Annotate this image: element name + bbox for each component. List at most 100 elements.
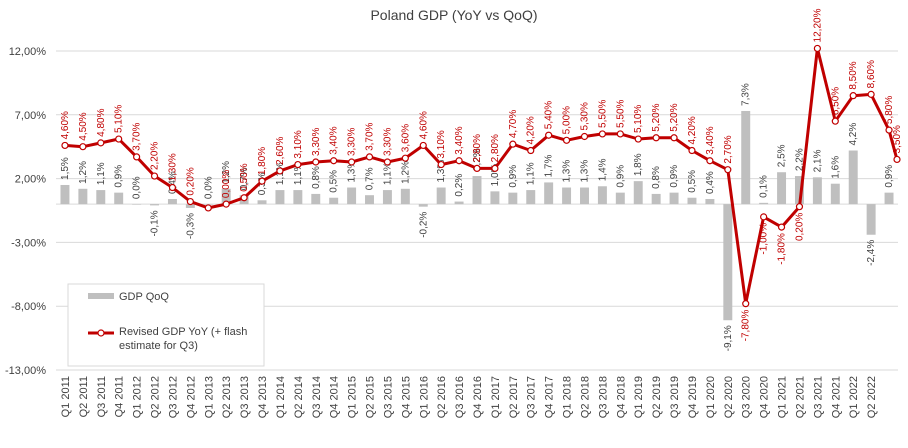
legend-label-gdp-yoy-line1: Revised GDP YoY (+ flash xyxy=(119,326,247,338)
legend-label-gdp-qoq: GDP QoQ xyxy=(119,291,169,303)
bar-data-label: 1,3% xyxy=(562,160,573,183)
line-point xyxy=(186,197,194,206)
line-data-label: 5,10% xyxy=(114,105,125,133)
bar-data-label: 1,3% xyxy=(347,160,358,183)
bar xyxy=(167,199,177,205)
bar-data-label: 2,1% xyxy=(812,149,823,172)
line-point xyxy=(419,141,427,150)
line-data-label: 4,60% xyxy=(418,111,429,139)
bar-data-label: 4,2% xyxy=(848,123,859,146)
line-data-label: 12,20% xyxy=(812,8,823,42)
bar xyxy=(615,192,625,205)
line-data-label: 5,20% xyxy=(651,103,662,131)
line-data-label: 0,20% xyxy=(185,167,196,195)
bar-data-label: 1,0% xyxy=(490,163,501,186)
line-point xyxy=(724,166,732,174)
bar xyxy=(96,190,106,205)
y-tick-label: 2,00% xyxy=(15,174,46,186)
bar-data-label: 7,3% xyxy=(741,83,752,106)
line-point xyxy=(867,90,875,98)
line-point xyxy=(473,164,481,172)
line-point xyxy=(634,135,642,143)
bar xyxy=(150,204,160,206)
bar xyxy=(454,201,464,205)
x-tick-label: Q4 2016 xyxy=(472,376,484,418)
legend: GDP QoQ Revised GDP YoY (+ flash estimat… xyxy=(67,283,265,367)
line-data-label: 1,80% xyxy=(257,147,268,175)
x-axis-ticks: Q1 2011 Q2 2011 Q3 2011 Q4 2011 Q1 2012 Q2 20… xyxy=(60,376,878,418)
bar xyxy=(597,186,607,205)
bar xyxy=(347,187,357,205)
line-data-label: 8,50% xyxy=(848,61,859,89)
line-point xyxy=(330,157,338,165)
line-point xyxy=(795,203,804,211)
bar xyxy=(866,204,876,235)
x-tick-label: Q1 2022 xyxy=(848,376,860,418)
bar xyxy=(777,172,787,205)
x-tick-label: Q2 2015 xyxy=(365,376,377,418)
line-point xyxy=(652,134,660,142)
bar xyxy=(472,176,482,205)
bar xyxy=(848,150,858,205)
line-data-label: 4,20% xyxy=(526,116,537,144)
x-tick-label: Q2 2011 xyxy=(78,376,90,417)
bar-data-label: 0,9% xyxy=(615,165,626,188)
bar-data-label: 2,2% xyxy=(794,148,805,171)
x-tick-label: Q3 2011 xyxy=(96,376,108,417)
bar xyxy=(185,204,195,208)
bar xyxy=(508,192,518,205)
line-point xyxy=(688,146,696,155)
bar-data-label: 1,1% xyxy=(293,162,304,185)
x-tick-label: Q3 2021 xyxy=(812,376,824,418)
bar-data-label: 0,9% xyxy=(508,165,519,188)
bar-data-label: 1,6% xyxy=(830,156,841,179)
line-data-label: 0,20% xyxy=(794,213,805,241)
x-tick-label: Q2 2022 xyxy=(866,376,878,418)
line-data-label: 2,80% xyxy=(490,134,501,162)
line-point xyxy=(455,157,463,165)
line-data-label: 3,40% xyxy=(705,126,716,154)
x-tick-label: Q1 2016 xyxy=(418,376,430,418)
line-point xyxy=(347,158,356,166)
line-point xyxy=(509,140,517,148)
bar-data-label: 1,4% xyxy=(597,158,608,181)
line-point xyxy=(831,117,839,125)
line-point xyxy=(204,204,212,212)
bar xyxy=(436,187,446,205)
bar-data-label: 1,2% xyxy=(400,161,411,184)
line-data-label: 3,30% xyxy=(347,128,358,156)
bar-data-label: 0,9% xyxy=(669,165,680,188)
line-data-label: 3,60% xyxy=(400,124,411,152)
line-point xyxy=(545,131,553,139)
bar xyxy=(275,190,285,205)
x-tick-label: Q1 2014 xyxy=(275,376,287,418)
bar-data-label: 1,1% xyxy=(382,162,393,185)
line-data-label: -7,80% xyxy=(741,310,752,342)
y-axis-ticks: 12,00% 7,00% 2,00% -3,00% -8,00% -13,00% xyxy=(5,46,46,377)
x-tick-label: Q4 2014 xyxy=(329,376,341,418)
bar xyxy=(794,176,804,205)
bar-data-label: 1,1% xyxy=(526,162,537,185)
y-tick-label: 12,00% xyxy=(9,46,47,58)
line-data-label: 4,70% xyxy=(508,110,519,138)
chart-title: Poland GDP (YoY vs QoQ) xyxy=(370,7,537,23)
y-tick-label: -3,00% xyxy=(11,237,46,249)
line-data-label: 5,10% xyxy=(633,105,644,133)
line-data-label: -1,00% xyxy=(759,223,770,255)
line-point xyxy=(133,153,141,161)
x-tick-label: Q3 2016 xyxy=(454,376,466,418)
x-tick-label: Q3 2015 xyxy=(382,376,394,418)
x-tick-label: Q3 2017 xyxy=(526,376,538,418)
bar-data-label: -2,4% xyxy=(866,240,877,266)
line-data-label: 6,50% xyxy=(830,87,841,115)
x-tick-label: Q1 2011 xyxy=(60,376,72,417)
bar xyxy=(365,195,374,205)
x-tick-label: Q3 2018 xyxy=(597,376,609,418)
line-data-label: 5,40% xyxy=(544,101,555,129)
line-data-label: 4,60% xyxy=(60,111,71,139)
x-tick-label: Q3 2012 xyxy=(167,376,179,418)
bar-data-label: 0,9% xyxy=(884,165,895,188)
bar-data-label: -0,3% xyxy=(185,213,196,239)
bar xyxy=(293,190,303,205)
